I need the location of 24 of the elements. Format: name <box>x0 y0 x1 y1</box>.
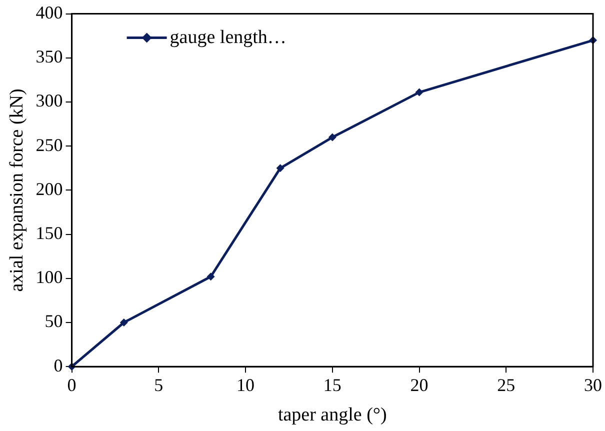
point <box>120 318 128 326</box>
x-tick-label: 5 <box>154 375 164 396</box>
y-tick-label: 300 <box>36 90 63 111</box>
x-tick-label: 30 <box>584 375 602 396</box>
y-tick-label: 200 <box>36 178 63 199</box>
y-tick-label: 400 <box>36 2 63 23</box>
legend-label: gauge length… <box>170 26 286 48</box>
y-tick-label: 250 <box>36 134 63 155</box>
y-axis-title: axial expansion force (kN) <box>6 88 28 292</box>
point <box>276 164 284 172</box>
x-tick-label: 0 <box>67 375 76 396</box>
x-tick-label: 10 <box>236 375 255 396</box>
point <box>206 272 215 281</box>
x-tick-label: 15 <box>323 375 342 396</box>
y-tick-label: 0 <box>54 355 63 376</box>
x-tick-label: 25 <box>497 375 516 396</box>
point <box>415 88 424 96</box>
x-axis-title: taper angle (°) <box>278 404 387 426</box>
x-tick-label: 20 <box>410 375 428 396</box>
point <box>328 133 336 142</box>
y-tick-label: 100 <box>36 267 63 288</box>
y-tick-label: 150 <box>36 223 63 244</box>
y-tick-label: 350 <box>36 46 63 67</box>
y-tick-label: 50 <box>44 311 63 332</box>
